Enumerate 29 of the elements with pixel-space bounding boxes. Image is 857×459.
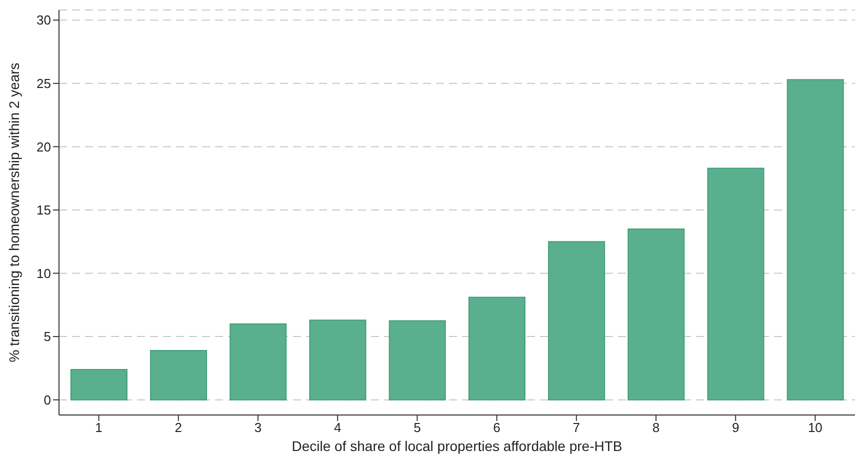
x-tick-label: 4 (334, 420, 342, 436)
x-tick-label: 5 (414, 420, 421, 436)
y-tick-label: 10 (36, 266, 51, 281)
y-tick-label: 0 (44, 392, 51, 408)
x-tick-label: 9 (732, 420, 740, 436)
y-tick-label: 25 (36, 76, 51, 92)
x-tick-label: 8 (652, 420, 660, 436)
bar (548, 241, 606, 400)
bar (468, 296, 526, 400)
x-tick-label: 1 (95, 420, 102, 436)
y-tick-label: 30 (36, 12, 51, 28)
x-tick-label: 6 (493, 420, 500, 436)
y-tick-label: 5 (44, 329, 51, 344)
y-tick-label: 15 (36, 202, 51, 218)
bar (786, 79, 844, 400)
x-tick-label: 10 (808, 420, 822, 436)
bar (707, 168, 764, 400)
y-axis-title: % transitioning to homeownership within 2 years (6, 62, 22, 362)
x-axis-title: Decile of share of local properties affordable pre-HTB (292, 438, 622, 454)
bar (150, 350, 208, 400)
y-tick-label: 20 (36, 139, 51, 154)
bar (388, 320, 446, 400)
x-tick-label: 2 (174, 420, 182, 436)
bar (230, 323, 287, 400)
bar (309, 320, 366, 400)
bar (70, 368, 128, 400)
x-tick-label: 3 (254, 420, 262, 436)
bar (628, 228, 685, 400)
x-tick-label: 7 (572, 420, 580, 436)
